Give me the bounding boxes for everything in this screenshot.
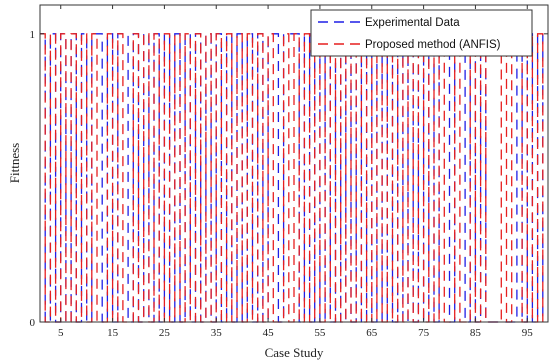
ticks-layer: 5 15 25 35 45 55 65 75 85 95 0 1: [30, 5, 548, 339]
legend-label-anfis: Proposed method (ANFIS): [365, 39, 501, 51]
x-tick-label: 45: [263, 327, 275, 339]
y-tick-label: 0: [30, 317, 36, 329]
x-tick-label: 35: [211, 327, 223, 339]
axes-frame: [39, 4, 549, 323]
legend-box: [310, 9, 533, 57]
legend-label-experimental: Experimental Data: [365, 17, 460, 29]
series-line-experimental: [40, 33, 544, 323]
y-axis-label: Fittness: [7, 143, 22, 183]
x-tick-label: 15: [107, 327, 119, 339]
x-tick-label: 25: [159, 327, 171, 339]
x-tick-label: 75: [418, 327, 430, 339]
y-tick-label: 1: [30, 29, 36, 41]
x-tick-label: 65: [366, 327, 378, 339]
x-tick-label: 95: [522, 327, 534, 339]
x-axis-label: Case Study: [265, 345, 324, 360]
x-tick-label: 5: [58, 327, 64, 339]
x-tick-label: 85: [470, 327, 482, 339]
legend: Experimental Data Proposed method (ANFIS…: [310, 9, 533, 57]
x-tick-label: 55: [314, 327, 326, 339]
